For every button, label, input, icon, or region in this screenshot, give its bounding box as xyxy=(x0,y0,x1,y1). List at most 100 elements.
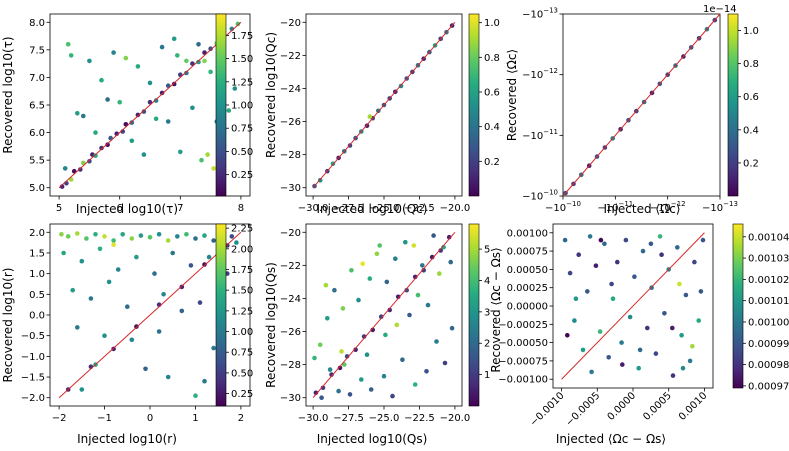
data-point xyxy=(171,36,177,42)
y-tick-label: 0.0 xyxy=(29,311,45,322)
y-tick-label: −20 xyxy=(280,228,301,239)
data-point xyxy=(115,267,121,272)
data-point xyxy=(235,21,241,27)
data-point xyxy=(102,333,107,339)
ylabel-omegadot: Recovered ⟨Ω̇c⟩ xyxy=(505,49,519,141)
data-point xyxy=(597,329,603,334)
colorbar-tick-label: 0.00104 xyxy=(748,232,789,243)
data-point xyxy=(88,296,94,301)
data-point xyxy=(632,274,637,280)
data-point xyxy=(184,70,189,76)
xlabel-r: Injected log10(r) xyxy=(77,432,177,446)
data-point xyxy=(161,292,166,297)
x-tick-label: −10−13 xyxy=(702,200,738,214)
plot-qc: −30.0 −27.5 −25.0 −22.5 −20.0 −30 −28 −26 −24 −22… xyxy=(280,13,500,214)
data-point xyxy=(649,285,654,291)
data-point xyxy=(683,292,689,298)
x-tick-label: −25.0 xyxy=(369,413,400,424)
data-point xyxy=(636,365,641,371)
data-point xyxy=(184,232,189,237)
x-tick-label: −10−10 xyxy=(545,200,581,214)
plot-qs: −30.0 −27.5 −25.0 −22.5 −20.0 −30 −28 −26 −24 −22… xyxy=(280,223,490,424)
y-tick-label: 1.0 xyxy=(29,269,45,280)
data-point xyxy=(598,237,604,243)
data-point xyxy=(659,252,664,257)
data-point xyxy=(361,334,367,339)
data-point xyxy=(657,234,663,239)
colorbar-tick-label: 0.2 xyxy=(743,158,759,169)
data-point xyxy=(580,347,586,353)
data-point xyxy=(179,284,185,290)
y-tick-label: 5.0 xyxy=(29,183,45,194)
data-point xyxy=(208,69,213,75)
data-point xyxy=(340,306,346,311)
data-point xyxy=(425,302,431,308)
data-point xyxy=(141,152,147,157)
ylabel-omegadiff: Recovered ⟨Ωc − Ωs⟩ xyxy=(489,247,503,372)
x-tick-label: −0.0005 xyxy=(564,390,602,428)
data-point xyxy=(407,312,412,318)
data-point xyxy=(232,86,238,91)
data-point xyxy=(170,250,175,256)
data-point xyxy=(675,245,680,250)
data-point xyxy=(360,261,366,267)
xlabel-omegadiff: Injected ⟨Ωc − Ωs⟩ xyxy=(556,432,666,446)
data-point xyxy=(370,327,376,333)
data-point xyxy=(637,347,643,353)
data-point xyxy=(420,263,425,268)
data-point xyxy=(323,282,329,288)
data-point xyxy=(202,233,207,238)
identity-line xyxy=(312,21,456,189)
colorbar-tick-label: 0.25 xyxy=(231,170,253,181)
y-tick-label: −26 xyxy=(280,117,301,128)
colorbar-tick-label: 0.2 xyxy=(484,157,500,168)
data-point xyxy=(698,289,704,294)
x-tick-label: −20.0 xyxy=(440,413,471,424)
data-point xyxy=(84,236,89,241)
data-point xyxy=(576,252,581,257)
y-tick-label: 7.5 xyxy=(29,45,45,56)
x-tick-label: 5 xyxy=(56,203,62,214)
plot-omegadot: −10−10 −10−11 −10−12 −10−13 −10−10 −10−11 −10−… xyxy=(522,7,759,215)
y-tick-label: 0.00075 xyxy=(507,247,548,258)
colorbar-tick-label: 0.6 xyxy=(743,92,759,103)
data-point xyxy=(75,325,80,330)
x-tick-label: −30.0 xyxy=(298,413,329,424)
data-point xyxy=(610,296,616,302)
x-tick-label: −25.0 xyxy=(369,203,400,214)
data-point xyxy=(367,276,373,281)
data-point xyxy=(199,157,204,163)
data-point xyxy=(395,294,401,300)
x-tick-label: −10−11 xyxy=(597,200,633,214)
data-point xyxy=(412,382,418,387)
data-point xyxy=(111,238,116,243)
ylabel-r: Recovered log10(r) xyxy=(1,268,15,383)
data-point xyxy=(179,308,185,314)
y-tick-label: −0.00100 xyxy=(498,375,548,386)
data-point xyxy=(390,393,395,399)
x-tick-label: 0.0010 xyxy=(677,390,710,423)
data-point xyxy=(196,42,201,47)
xlabel-qc: Injected log10(Qc) xyxy=(317,202,428,216)
data-point xyxy=(677,281,682,287)
data-point xyxy=(449,325,455,331)
y-tick-label: −1.5 xyxy=(21,373,45,384)
data-point xyxy=(344,354,350,359)
data-point xyxy=(175,234,180,239)
data-point xyxy=(81,113,86,119)
data-point xyxy=(62,166,68,171)
data-point xyxy=(374,251,380,257)
data-point xyxy=(615,259,620,265)
colorbar-tick-label: 0.00102 xyxy=(748,275,789,286)
data-point xyxy=(226,108,232,113)
data-point xyxy=(147,234,153,240)
colorbar-tick-label: 0.00099 xyxy=(748,339,789,350)
data-point xyxy=(93,130,98,135)
data-point xyxy=(178,149,183,155)
data-point xyxy=(153,116,159,122)
ylabel-qc: Recovered log10(Qc) xyxy=(264,32,278,158)
data-point xyxy=(619,340,624,345)
data-point xyxy=(400,357,405,363)
data-point xyxy=(394,322,400,328)
colorbar-tick-label: 1.25 xyxy=(231,77,253,88)
